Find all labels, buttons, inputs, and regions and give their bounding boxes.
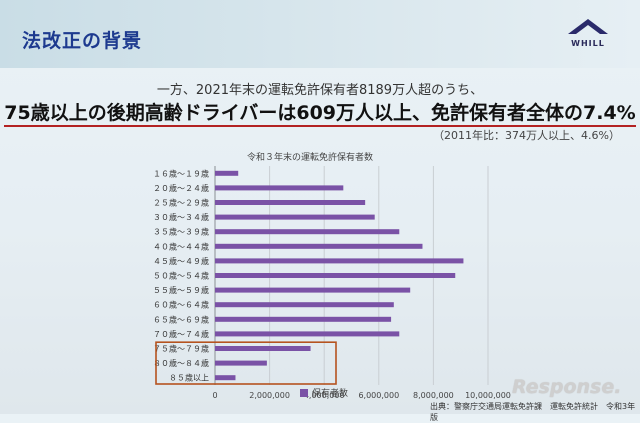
category-label: ８５歳以上 [169, 373, 209, 383]
category-label: ６０歳～６４歳 [153, 300, 209, 310]
bar [215, 200, 366, 205]
category-label: ６５歳～６９歳 [153, 314, 209, 324]
bar [215, 375, 236, 381]
category-label: ７５歳～７９歳 [153, 344, 209, 354]
category-label: ５０歳～５４歳 [153, 271, 209, 281]
chart-legend: 保有者数 [300, 386, 348, 399]
bar [215, 185, 344, 191]
whill-logo-icon [568, 19, 608, 34]
bar [215, 287, 411, 293]
bar-chart: 0 2,000,000 4,000,000 6,000,000 8,000,000 10,… [153, 166, 511, 400]
category-label: ４５歳～４９歳 [153, 256, 209, 266]
bar [215, 170, 239, 176]
bar [215, 258, 464, 264]
category-label: ３０歳～３４歳 [153, 212, 209, 222]
header-band [0, 0, 640, 68]
category-label: ５５歳～５９歳 [153, 285, 209, 295]
category-label: ２０歳～２４歳 [153, 183, 209, 193]
bar [215, 229, 400, 235]
x-tick-label: 8,000,000 [413, 391, 454, 400]
bar [215, 346, 311, 351]
headline: 75歳以上の後期高齢ドライバーは609万人以上、免許保有者全体の7.4% [0, 98, 640, 127]
bar [215, 316, 392, 322]
logo-text: WHILL [571, 39, 605, 48]
bar [215, 214, 375, 220]
category-label: ２５歳～２９歳 [153, 198, 209, 208]
slide-title: 法改正の背景 [22, 30, 143, 52]
legend-swatch [300, 388, 308, 397]
bar [215, 331, 400, 337]
bar [215, 302, 394, 308]
bar [215, 243, 423, 249]
chart-title: 令和３年末の運転免許保有者数 [246, 153, 373, 163]
x-tick-label: 0 [212, 391, 217, 400]
category-label: ３５歳～３９歳 [153, 227, 209, 237]
intro-text: 一方、2021年末の運転免許保有者8189万人超のうち、 [156, 83, 484, 98]
watermark: Response. [512, 376, 622, 398]
x-tick-label: 6,000,000 [358, 391, 399, 400]
legend-label: 保有者数 [312, 389, 349, 399]
category-label: ４０歳～４４歳 [153, 241, 209, 251]
comparison-note: （2011年比：374万人以上、4.6%） [433, 129, 620, 142]
whill-logo: WHILL [566, 18, 610, 48]
x-tick-label: 10,000,000 [465, 391, 511, 400]
headline-text: 75歳以上の後期高齢ドライバーは609万人以上、免許保有者全体の7.4% [4, 102, 636, 127]
bar [215, 273, 456, 278]
bar [215, 360, 267, 366]
x-tick-label: 4,000,000 [304, 391, 345, 400]
highlight-box [155, 341, 337, 385]
category-label: ７０歳～７４歳 [153, 329, 209, 339]
category-label: ８０歳～８４歳 [153, 358, 209, 368]
source-note: 出典：警察庁交通局運転免許課 運転免許統計 令和3年版 [430, 402, 636, 422]
category-label: １６歳～１９歳 [153, 168, 209, 178]
x-tick-label: 2,000,000 [249, 391, 290, 400]
